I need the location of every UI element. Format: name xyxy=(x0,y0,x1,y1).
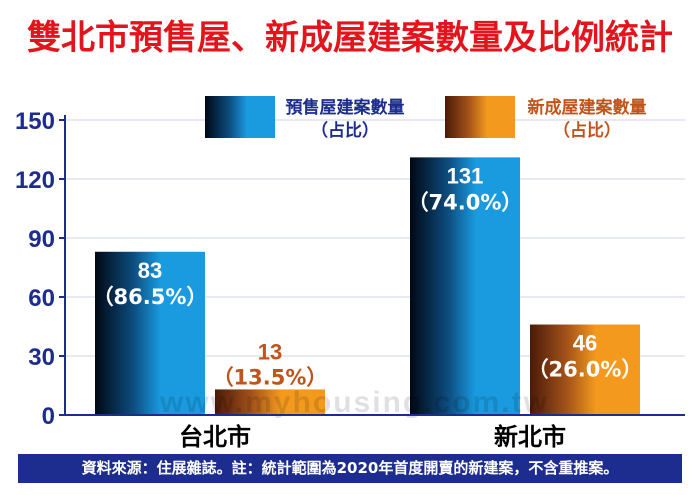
value-label-1-0: 13 xyxy=(258,339,282,364)
value-label-0-1: 131 xyxy=(447,163,484,188)
ytick-label-30: 30 xyxy=(28,344,55,371)
legend-swatch-0 xyxy=(205,96,275,138)
legend-swatch-1 xyxy=(445,96,515,138)
percent-label-1-0: （13.5%） xyxy=(213,365,328,389)
ytick-label-60: 60 xyxy=(28,285,55,312)
value-label-0-0: 83 xyxy=(138,258,162,283)
legend-label-0: 預售屋建案數量 xyxy=(286,97,405,118)
ytick-label-150: 150 xyxy=(15,108,55,135)
bar-newbuild-0 xyxy=(215,389,325,415)
chart-title: 雙北市預售屋、新成屋建案數量及比例統計 xyxy=(27,18,673,58)
percent-label-0-1: （74.0%） xyxy=(408,190,523,214)
ytick-label-90: 90 xyxy=(28,226,55,253)
percent-label-0-0: （86.5%） xyxy=(93,285,208,309)
ytick-label-120: 120 xyxy=(15,167,55,194)
watermark-text: www.myhousing.com.tw xyxy=(159,386,549,419)
category-label-1: 新北市 xyxy=(494,423,566,451)
ytick-label-0: 0 xyxy=(42,403,55,430)
percent-label-1-1: （26.0%） xyxy=(528,358,643,382)
legend-sub-1: （占比） xyxy=(553,120,621,141)
category-label-0: 台北市 xyxy=(179,423,251,451)
bar-presale-0 xyxy=(95,251,205,415)
bar-newbuild-1 xyxy=(530,324,640,415)
bar-presale-1 xyxy=(410,157,520,415)
source-note: 資料來源：住展雜誌。註：統計範圍為2020年首度開賣的新建案，不含重推案。 xyxy=(18,454,682,483)
value-label-1-1: 46 xyxy=(573,331,597,356)
legend-sub-0: （占比） xyxy=(311,120,379,141)
legend-label-1: 新成屋建案數量 xyxy=(528,97,647,118)
